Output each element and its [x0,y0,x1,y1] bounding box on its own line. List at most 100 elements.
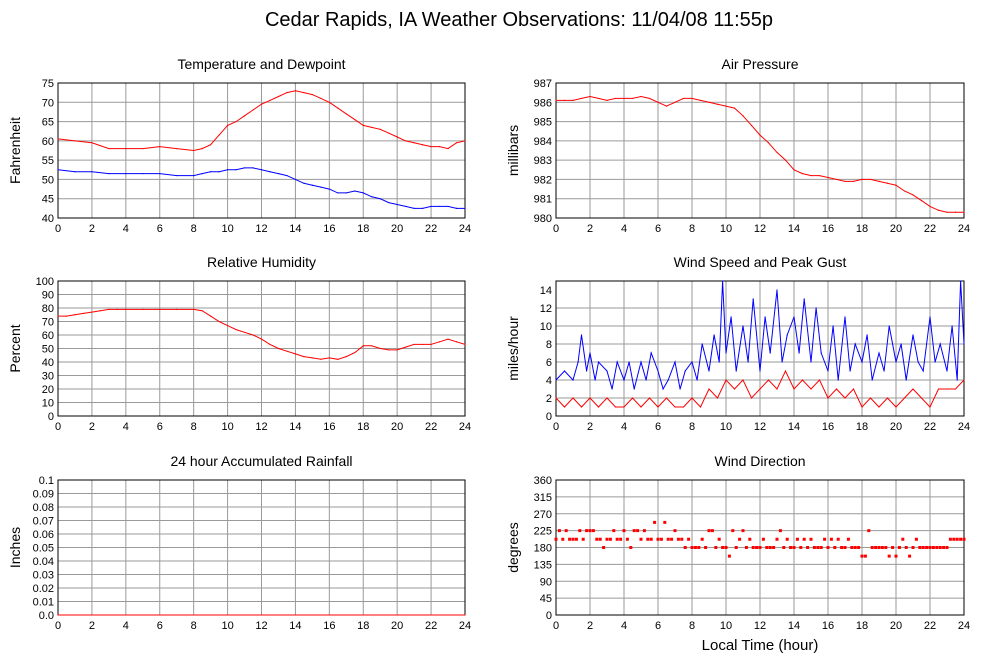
plot-border [57,82,466,219]
data-point [929,205,931,208]
data-point [683,546,687,549]
data-point [226,169,229,171]
data-point [752,298,754,300]
x-tick-label: 16 [323,421,335,433]
data-point [903,397,906,399]
x-tick-label: 24 [459,620,471,632]
data-point [438,341,441,343]
data-point [91,311,93,313]
y-tick-label: 10 [42,398,54,410]
x-tick-label: 20 [391,620,403,632]
y-tick-label: 360 [534,475,552,487]
data-point [733,388,736,390]
data-point [116,308,118,310]
x-tick-label: 4 [621,223,627,235]
data-point [563,370,566,372]
data-point [142,147,144,150]
data-point [922,370,924,372]
data-point [880,546,884,549]
x-tick-label: 8 [191,620,197,632]
data-point [269,99,271,101]
x-tick-label: 18 [856,620,868,632]
data-point [218,134,220,136]
x-tick-label: 18 [357,223,369,235]
data-point [464,140,466,142]
data-point [914,537,918,541]
data-point [716,397,719,399]
data-point [884,546,888,549]
data-point [844,316,846,318]
x-tick-label: 4 [123,620,129,632]
data-point [849,370,851,372]
y-axis-label: Inches [7,527,23,568]
data-point [803,298,805,300]
data-point [853,546,857,549]
data-point [662,388,664,390]
figure-title: Cedar Rapids, IA Weather Observations: 1… [265,9,773,31]
x-tick-label: 16 [323,223,335,235]
data-point [798,352,800,354]
data-point [959,537,963,541]
x-tick-label: 14 [788,223,800,235]
data-point [802,537,806,541]
data-point [826,546,830,549]
y-tick-label: 225 [534,526,552,538]
data-point [345,192,347,194]
data-point [693,546,697,549]
data-point [589,352,591,354]
data-point [674,406,676,408]
data-point [722,280,724,282]
x-tick-label: 12 [255,421,267,433]
data-point [625,537,629,541]
data-point [430,146,432,148]
x-tick-label: 22 [924,620,936,632]
data-point [912,388,914,390]
data-point [74,171,76,173]
x-tick-label: 0 [553,421,559,433]
data-point [561,537,565,541]
data-point [714,546,718,549]
data-point [665,105,668,107]
data-point [455,142,458,144]
data-point [793,169,795,171]
data-point [405,346,407,348]
data-point [776,151,778,154]
y-tick-label: 75 [42,78,54,90]
y-tick-label: 180 [534,543,552,555]
data-point [657,370,659,372]
data-point [589,397,591,399]
y-tick-label: 0.09 [33,489,54,501]
data-point [328,188,330,190]
y-tick-label: 0.04 [33,556,54,568]
data-point [742,115,744,117]
data-point [819,546,823,549]
data-point [612,529,616,533]
data-point [269,343,271,346]
data-point [210,144,212,146]
x-tick-label: 6 [157,223,163,235]
data-point [869,397,872,399]
data-point [895,406,897,408]
data-point [690,546,694,549]
data-point [294,353,297,355]
y-tick-label: 135 [534,559,552,571]
data-point [176,308,178,310]
data-point [815,307,817,309]
data-point [945,546,949,549]
data-point [632,529,636,533]
data-point [776,388,778,390]
y-tick-label: 0.06 [33,529,54,541]
data-point [260,169,263,171]
data-point [810,174,812,177]
data-point [311,184,313,186]
x-tick-label: 6 [157,421,163,433]
data-point [574,537,578,541]
data-point [379,128,381,130]
data-point [606,397,608,399]
x-tick-label: 20 [890,223,902,235]
data-point [751,546,755,549]
x-tick-label: 4 [123,223,129,235]
data-point [362,192,364,194]
data-point [623,379,625,381]
